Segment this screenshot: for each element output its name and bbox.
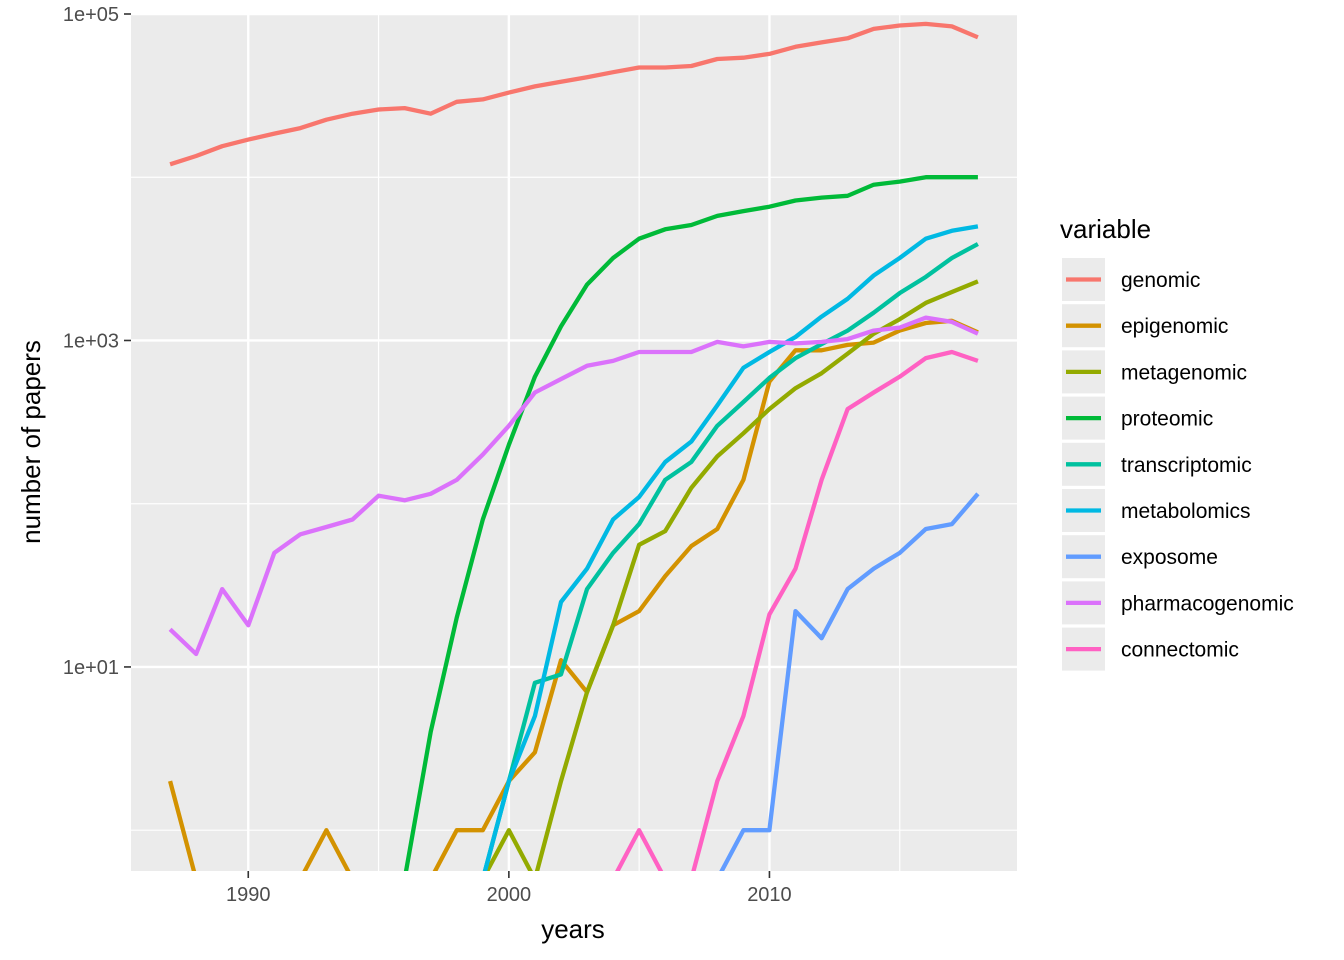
legend-label: pharmacogenomic: [1121, 592, 1294, 615]
legend-item-proteomic: proteomic: [1062, 396, 1213, 440]
series-line-genomic: [169, 21, 979, 167]
series-line-transcriptomic: [482, 242, 979, 871]
legend-item-exposome: exposome: [1062, 535, 1218, 579]
legend-items: genomic epigenomic metagenomic proteomic tra…: [1062, 258, 1294, 671]
legend: variable genomic epigenomic metagenomic pro…: [1060, 214, 1294, 671]
series-line-exposome: [719, 492, 980, 871]
legend-item-epigenomic: epigenomic: [1062, 304, 1228, 348]
legend-item-metagenomic: metagenomic: [1062, 350, 1247, 394]
y-tick-label: 1e+01: [63, 657, 119, 679]
series-line-metagenomic: [484, 279, 979, 871]
x-tick-label: 2010: [747, 884, 792, 906]
legend-label: epigenomic: [1121, 315, 1228, 338]
plot-panel: [131, 14, 1017, 871]
series-line-metabolomics: [482, 224, 979, 871]
y-tick-label: 1e+05: [63, 4, 119, 26]
legend-item-transcriptomic: transcriptomic: [1062, 442, 1252, 486]
x-tick-label: 1990: [226, 884, 271, 906]
x-axis-ticks: 1990 2000 2010: [226, 871, 792, 906]
legend-item-genomic: genomic: [1062, 258, 1200, 301]
legend-label: metagenomic: [1121, 361, 1247, 384]
legend-label: proteomic: [1121, 408, 1213, 431]
y-axis-ticks: 1e+01 1e+03 1e+05: [63, 4, 131, 679]
legend-label: metabolomics: [1121, 500, 1251, 523]
x-axis-title: years: [541, 914, 605, 944]
series-lines: [168, 21, 980, 871]
major-gridlines: [131, 12, 1017, 871]
y-axis-title: number of papers: [16, 340, 46, 544]
series-line-proteomic: [403, 175, 978, 871]
legend-item-pharmacogenomic: pharmacogenomic: [1062, 581, 1294, 625]
legend-title: variable: [1060, 214, 1151, 244]
x-tick-label: 2000: [487, 884, 532, 906]
legend-item-metabolomics: metabolomics: [1062, 489, 1251, 532]
series-line-pharmacogenomic: [168, 315, 979, 657]
series-line-epigenomic: [168, 318, 979, 871]
legend-label: exposome: [1121, 546, 1218, 569]
y-tick-label: 1e+03: [63, 330, 119, 352]
minor-gridlines: [131, 14, 1017, 871]
legend-label: transcriptomic: [1121, 454, 1252, 477]
legend-label: connectomic: [1121, 639, 1239, 662]
legend-item-connectomic: connectomic: [1062, 627, 1239, 671]
series-line-connectomic: [615, 349, 979, 871]
legend-label: genomic: [1121, 269, 1200, 292]
